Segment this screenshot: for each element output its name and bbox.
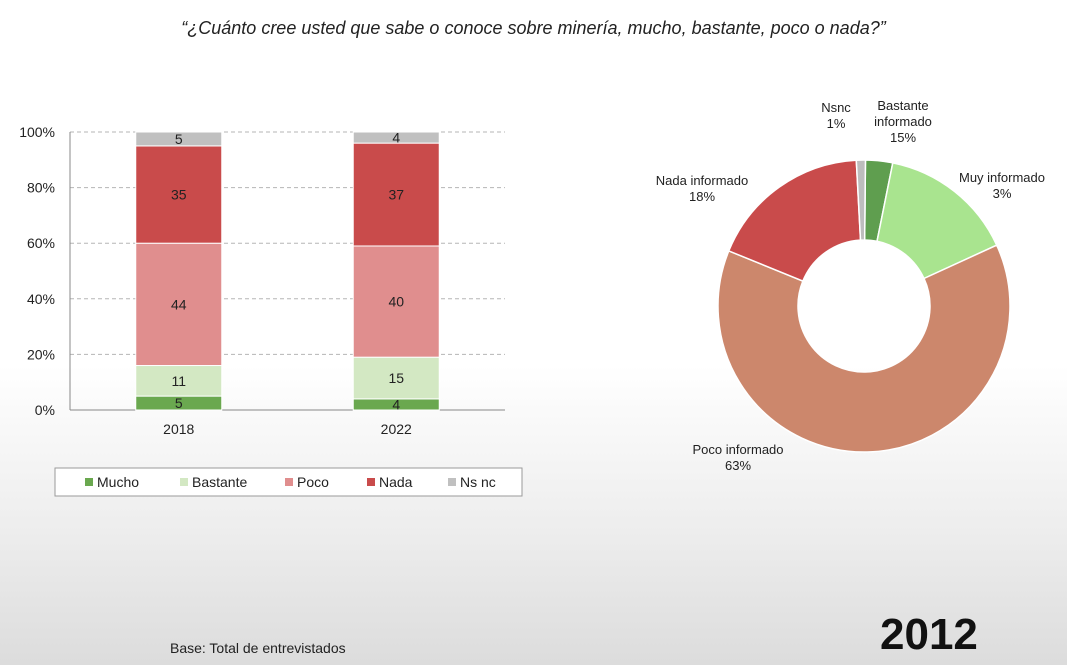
stacked-bar-chart: 0% 20% 40% 60% 80% 100% 5 11 44 35 5 2018 4 15 40 37 4 20… [19, 124, 523, 497]
bar-data-label: 4 [392, 396, 400, 412]
y-tick-label: 80% [27, 180, 55, 196]
legend-swatch [85, 478, 93, 486]
bar-data-label: 37 [388, 187, 404, 203]
bar-segment-nada [135, 145, 223, 244]
bar-segment-poco [352, 245, 440, 358]
y-tick-label: 20% [27, 346, 55, 362]
y-tick-label: 60% [27, 235, 55, 251]
bar-segment-bastante [135, 365, 223, 397]
chart-legend: Mucho Bastante Poco Nada Ns nc [54, 467, 523, 497]
legend-box [54, 467, 523, 497]
bar-data-label: 11 [171, 373, 186, 389]
donut-slice-poco [717, 244, 1011, 453]
donut-label: Nsnc 1% [821, 100, 851, 131]
bar-data-label: 35 [171, 187, 187, 203]
y-tick-label: 0% [35, 402, 55, 418]
donut-chart: Bastante informado 15% Muy informado 3% Poco … [656, 98, 1045, 473]
x-tick-label: 2018 [163, 421, 194, 437]
legend-swatch [180, 478, 188, 486]
donut-label: Nada informado 18% [656, 173, 749, 204]
bar-data-label: 44 [171, 296, 187, 312]
legend-swatch [285, 478, 293, 486]
bar-segment-bastante [352, 356, 440, 400]
donut-label: Bastante informado 15% [874, 98, 932, 145]
legend-label: Mucho [97, 474, 139, 490]
donut-label: Poco informado 63% [692, 442, 783, 473]
bar-data-label: 15 [388, 370, 404, 386]
bar-data-label: 5 [175, 131, 183, 147]
bar-data-label: 40 [388, 294, 404, 310]
legend-swatch [448, 478, 456, 486]
bar-data-label: 5 [175, 395, 183, 411]
bar-segment-poco [135, 242, 223, 367]
year-label: 2012 [880, 610, 978, 659]
legend-label: Bastante [192, 474, 247, 490]
chart-question-title: “¿Cuánto cree usted que sabe o conoce so… [181, 18, 886, 38]
donut-label: Muy informado 3% [959, 170, 1045, 201]
bar-segment-ns-nc [352, 131, 440, 144]
y-tick-label: 100% [19, 124, 55, 140]
y-tick-label: 40% [27, 291, 55, 307]
legend-swatch [367, 478, 375, 486]
bar-data-label: 4 [392, 130, 400, 146]
x-tick-label: 2022 [381, 421, 412, 437]
base-footnote: Base: Total de entrevistados [170, 640, 346, 656]
bar-segment-ns-nc [135, 131, 223, 147]
legend-label: Nada [379, 474, 413, 490]
donut-slice-nsnc [855, 159, 867, 241]
legend-label: Ns nc [460, 474, 496, 490]
legend-label: Poco [297, 474, 329, 490]
donut-slice-nada [727, 159, 862, 283]
